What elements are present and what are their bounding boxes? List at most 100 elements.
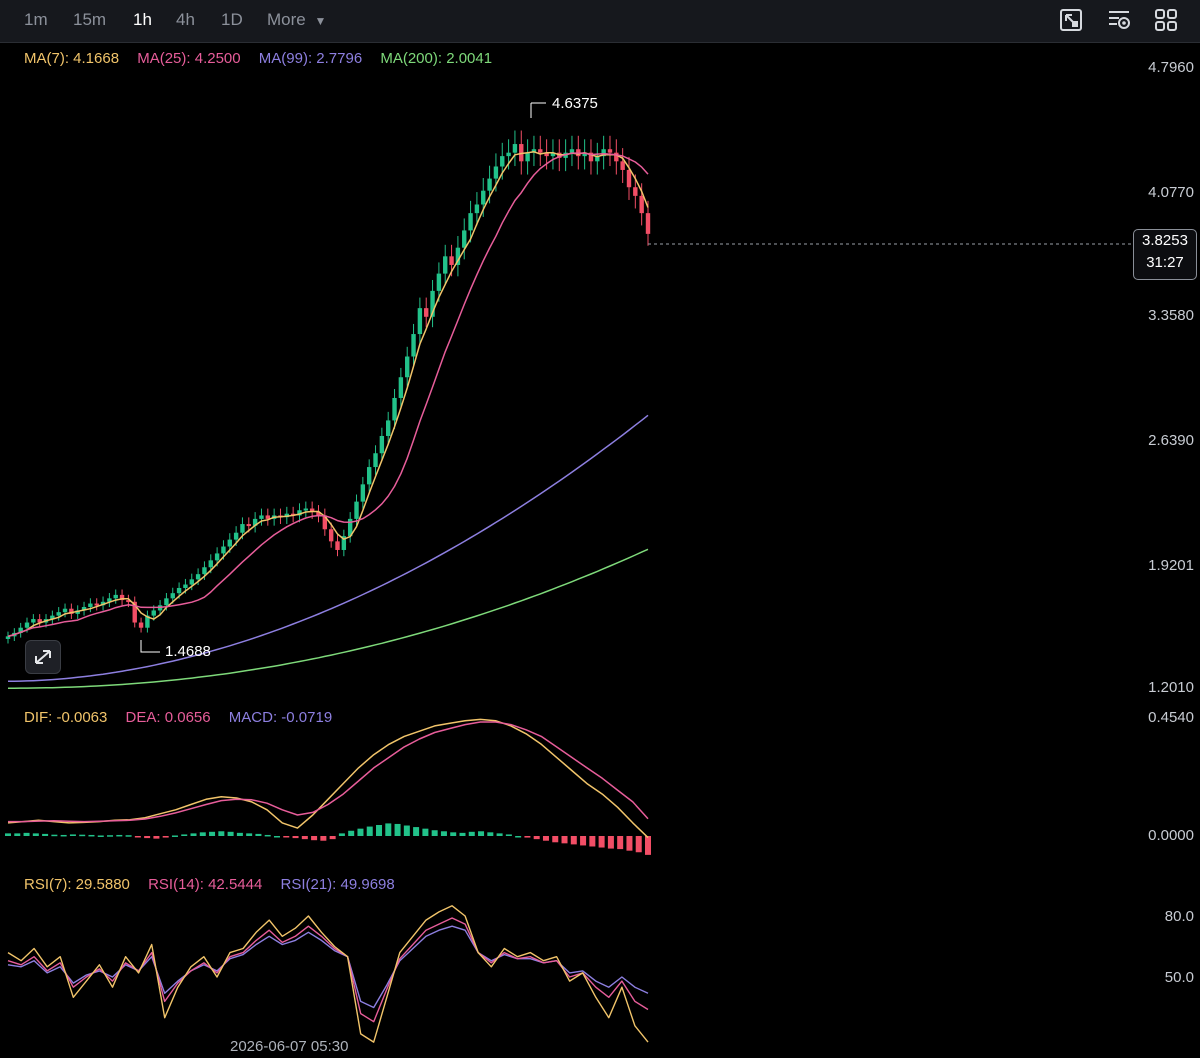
macd-bar: [496, 833, 503, 836]
timeframe-1h[interactable]: 1h: [133, 10, 152, 29]
candle-body: [119, 594, 125, 601]
macd-bar: [394, 823, 401, 836]
macd-bar: [626, 836, 633, 851]
macd-lines: [7, 718, 649, 839]
macd-bar: [589, 836, 596, 847]
macd-bar: [580, 836, 587, 846]
ma25-line: [7, 152, 649, 638]
macd-bar: [320, 836, 327, 841]
candle-body: [195, 574, 201, 580]
expand-chart-button[interactable]: [25, 640, 61, 674]
candle-body: [126, 600, 131, 603]
candle-body: [607, 149, 613, 153]
macd-bar: [97, 835, 104, 837]
macd-bar: [617, 836, 624, 850]
candle-body: [531, 149, 537, 153]
candle-body: [50, 615, 55, 620]
candle-body: [309, 508, 315, 512]
candle-body: [145, 615, 150, 628]
candle-body: [398, 377, 404, 398]
macd-bar: [32, 833, 39, 836]
macd-bar: [218, 831, 225, 836]
candle-body: [347, 518, 353, 537]
macd-bar: [542, 836, 549, 841]
candle-body: [202, 567, 207, 575]
ma200-legend: MA(200): 2.0041: [380, 50, 493, 67]
candle-body: [221, 546, 226, 554]
macd-bar: [283, 836, 290, 838]
macd-bar: [199, 832, 206, 836]
rsi7-legend: RSI(7): 29.5880: [24, 876, 130, 893]
candle-body: [62, 608, 68, 613]
macd-bar: [570, 836, 577, 845]
candle-body: [189, 579, 194, 585]
candle-body: [354, 501, 359, 519]
macd-bar: [190, 833, 197, 836]
candle-body: [519, 144, 524, 162]
candle-body: [303, 508, 309, 511]
candle-body: [373, 453, 378, 468]
macd-bar: [236, 832, 243, 836]
rsi-legend: RSI(7): 29.5880 RSI(14): 42.5444 RSI(21)…: [24, 876, 409, 893]
timeframe-4h[interactable]: 4h: [176, 10, 195, 29]
macd-bar: [209, 831, 216, 836]
macd-bar: [607, 836, 614, 849]
candle-body: [360, 484, 366, 502]
candle-body: [75, 610, 80, 614]
candle-body: [538, 149, 543, 153]
high-price-label: 4.6375: [552, 95, 598, 112]
candle-body: [366, 467, 372, 485]
candle-body: [493, 166, 499, 179]
macd-bar: [505, 834, 512, 836]
macd-bar: [42, 833, 49, 836]
expand-icon: [35, 650, 51, 664]
candle-body: [614, 152, 619, 162]
macd-bar: [645, 836, 651, 855]
moving-average-lines: [7, 151, 649, 689]
macd-bar: [403, 825, 410, 836]
dea-legend: DEA: 0.0656: [125, 709, 211, 726]
timeframe-15m[interactable]: 15m: [73, 10, 107, 29]
candle-body: [582, 152, 587, 157]
more-dropdown[interactable]: More ▼: [267, 10, 326, 30]
ma7-line: [7, 151, 649, 638]
caret-down-icon: ▼: [314, 14, 327, 28]
chart-settings-icon[interactable]: [1059, 8, 1083, 32]
macd-bar: [51, 834, 58, 837]
candle-body: [379, 435, 385, 454]
rsi-tick-label: 80.0: [1164, 908, 1194, 925]
indicators-icon[interactable]: [1107, 8, 1131, 32]
price-chart[interactable]: [0, 43, 1200, 1058]
candle-body: [487, 178, 492, 191]
timeframe-1m[interactable]: 1m: [24, 10, 48, 29]
candle-body: [31, 619, 36, 623]
candle-body: [297, 510, 302, 516]
price-tick-label: 4.0770: [1148, 184, 1194, 201]
candle-body: [569, 149, 575, 153]
macd-bar: [348, 830, 355, 836]
ma99-line: [7, 414, 649, 683]
candle-body: [132, 601, 137, 623]
candle-body: [151, 610, 156, 616]
candle-body: [341, 536, 347, 550]
candle-body: [37, 619, 42, 623]
macd-bar: [153, 836, 160, 839]
last-price-tag: 3.8253 31:27: [1133, 229, 1197, 280]
candle-body: [424, 308, 429, 317]
candle-body: [183, 584, 188, 588]
macd-bar: [552, 836, 559, 843]
timeframe-1d[interactable]: 1D: [221, 10, 243, 29]
more-label: More: [267, 10, 306, 29]
price-tick-label: 3.3580: [1148, 307, 1194, 324]
candle-body: [506, 152, 511, 157]
layout-grid-icon[interactable]: [1154, 8, 1178, 32]
candle-body: [633, 187, 638, 196]
macd-bar: [533, 836, 540, 840]
ma7-legend: MA(7): 4.1668: [24, 50, 120, 67]
macd-bar: [366, 826, 373, 836]
candle-body: [430, 290, 435, 317]
dea-line: [8, 721, 649, 823]
low-price-label: 1.4688: [165, 643, 211, 660]
candle-body: [335, 541, 340, 550]
candle-body: [81, 606, 87, 611]
